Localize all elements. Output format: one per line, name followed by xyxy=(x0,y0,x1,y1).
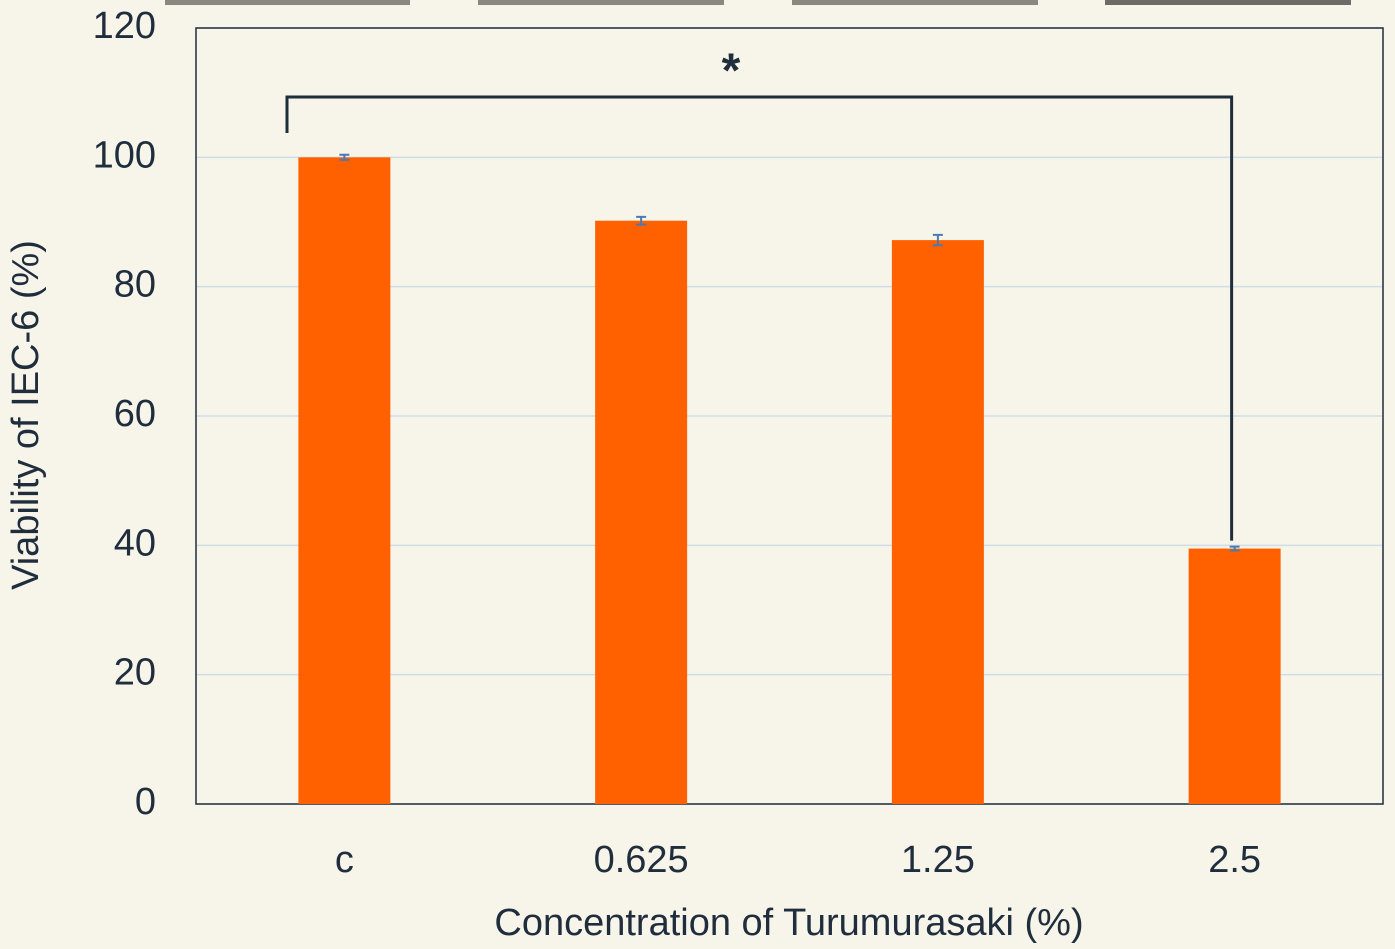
image-strip xyxy=(792,0,1038,5)
image-strip xyxy=(478,0,724,5)
image-strip xyxy=(165,0,410,5)
y-tick-label: 80 xyxy=(114,264,156,306)
chart: Viability of IEC-6 (%) Concentration of … xyxy=(0,0,1395,949)
y-tick-label: 20 xyxy=(114,652,156,694)
y-tick-label: 120 xyxy=(93,5,156,47)
bar xyxy=(298,157,390,804)
bar xyxy=(1189,549,1281,804)
y-tick-label: 0 xyxy=(135,781,156,823)
x-tick-label: 1.25 xyxy=(901,839,975,881)
bar xyxy=(595,221,687,804)
significance-marker: * xyxy=(722,45,741,98)
background xyxy=(0,0,1395,949)
image-strip xyxy=(1105,0,1351,5)
x-tick-label: 2.5 xyxy=(1208,839,1261,881)
x-axis-title: Concentration of Turumurasaki (%) xyxy=(494,902,1083,944)
y-tick-label: 60 xyxy=(114,393,156,435)
bar xyxy=(892,240,984,804)
y-tick-label: 40 xyxy=(114,522,156,564)
y-axis-title: Viability of IEC-6 (%) xyxy=(5,240,47,590)
y-tick-label: 100 xyxy=(93,134,156,176)
x-tick-label: c xyxy=(335,839,354,881)
x-tick-label: 0.625 xyxy=(594,839,689,881)
